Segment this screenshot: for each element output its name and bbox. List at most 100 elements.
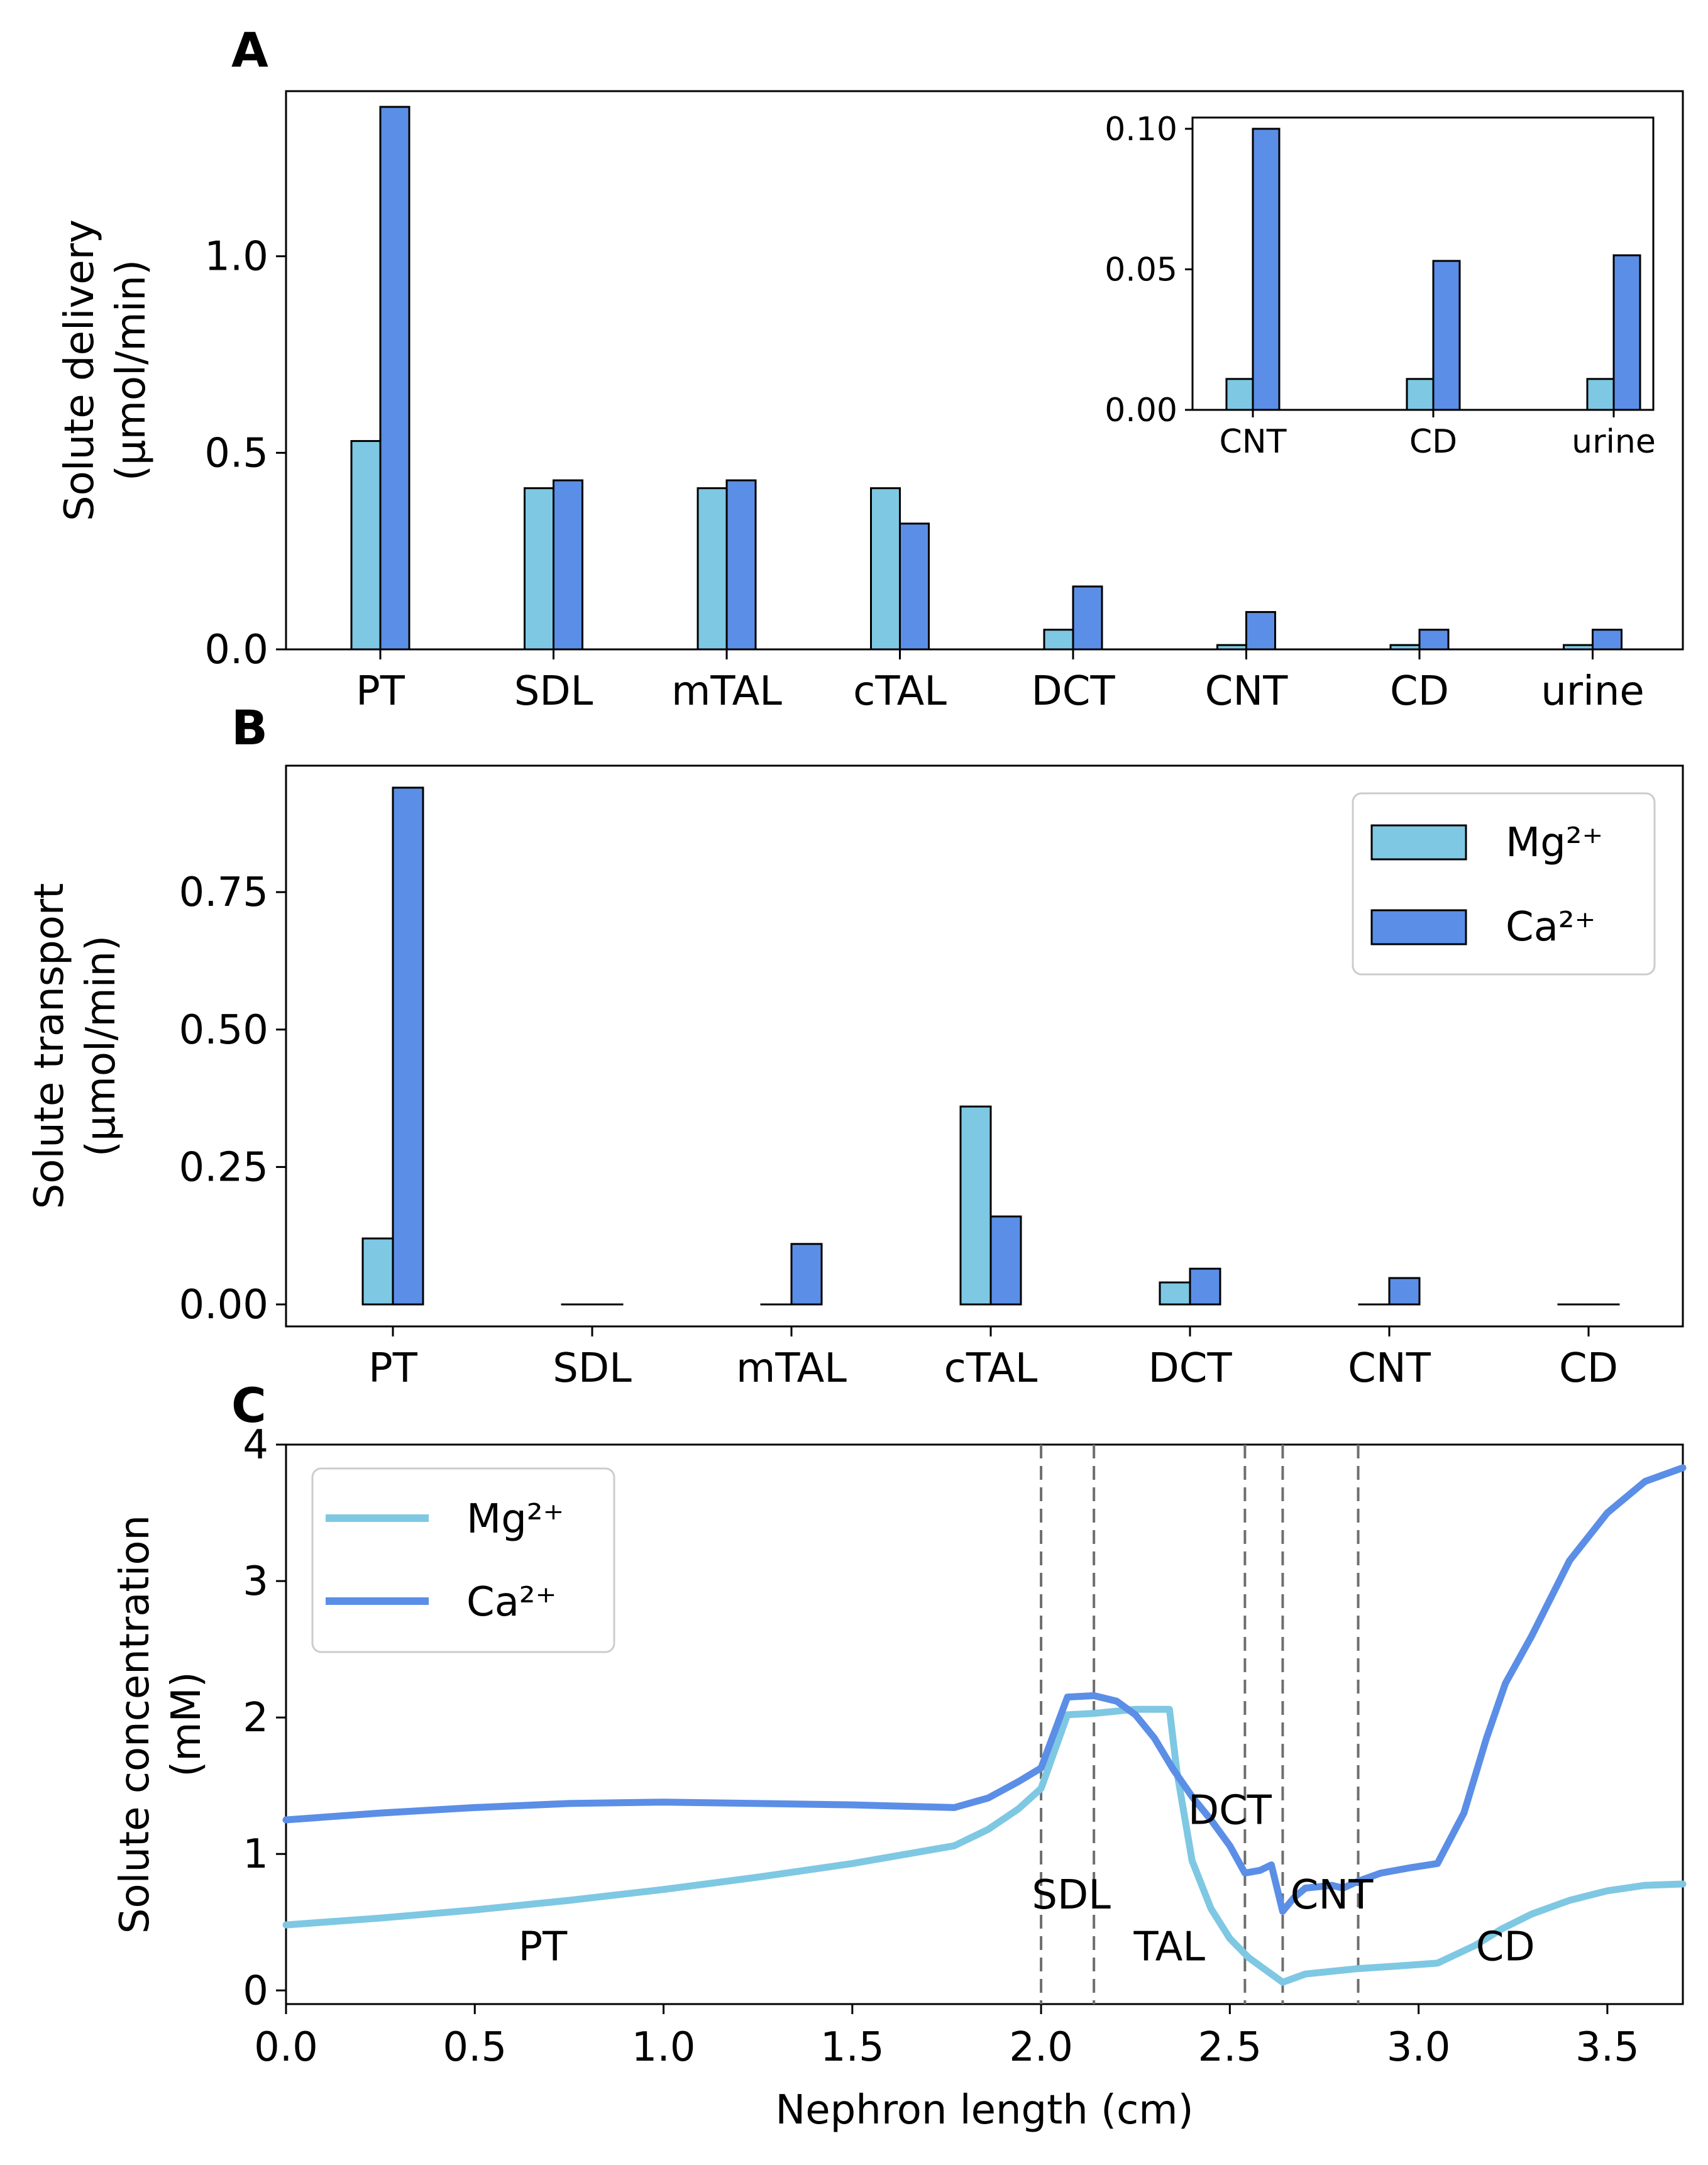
bar-mg-pt — [361, 1237, 394, 1306]
bar-ca-cnt — [1245, 611, 1276, 651]
x-tick-label-pt: PT — [368, 1345, 418, 1392]
inset-bars — [1225, 128, 1641, 411]
y-tick-label: 4 — [243, 1422, 268, 1468]
y-tick-label: 0.75 — [179, 869, 269, 916]
x-tick-label: 2.0 — [1009, 2024, 1073, 2071]
bar-ca-ctal — [989, 1215, 1022, 1306]
panel-a-ylabel-line1: Solute delivery — [57, 219, 103, 521]
inset-x-ticks: CNT CD urine — [1220, 410, 1656, 461]
segment-labels: PT SDL TAL DCT CNT CD — [519, 1787, 1535, 1970]
y-tick-label: 0.50 — [179, 1007, 269, 1054]
legend-label-ca: Ca²⁺ — [466, 1579, 556, 1626]
legend-box — [311, 1467, 615, 1653]
bar-ca-mtal — [725, 479, 757, 651]
bar-mg-dct — [1159, 1281, 1191, 1306]
bar-ca-dct — [1072, 585, 1103, 651]
x-tick-label: 3.5 — [1575, 2024, 1639, 2071]
bar-mg-dct — [1043, 629, 1074, 651]
panel-c-legend: Mg²⁺ Ca²⁺ — [311, 1467, 615, 1653]
legend-label-mg: Mg²⁺ — [1506, 820, 1603, 866]
legend-swatch-ca — [1370, 909, 1467, 945]
bar-mg-pt — [350, 440, 382, 651]
x-tick-label-cd: CD — [1559, 1345, 1618, 1392]
y-tick-label: 0.00 — [1105, 392, 1177, 429]
x-tick-label-sdl: SDL — [553, 1345, 632, 1392]
segment-label-cnt: CNT — [1291, 1872, 1374, 1919]
panel-a-frame — [285, 90, 1684, 651]
panel-letter-a: A — [231, 22, 268, 78]
panel-letter-b: B — [231, 700, 268, 756]
panel-c-frame — [285, 1443, 1684, 2005]
y-tick-label: 3 — [243, 1558, 268, 1605]
segment-label-pt: PT — [519, 1924, 568, 1971]
panel-c-xlabel: Nephron length (cm) — [775, 2087, 1193, 2134]
bar-mg-urine — [1586, 378, 1615, 411]
x-tick-label-cd: CD — [1390, 668, 1449, 715]
bar-ca-ctal — [899, 522, 930, 651]
legend-label-ca: Ca²⁺ — [1506, 904, 1595, 950]
panel-b-bars — [361, 786, 1620, 1306]
panel-c-lines — [282, 1464, 1687, 1986]
bar-mg-cd — [1406, 378, 1435, 411]
panel-a-y-ticks: 0.0 0.5 1.0 — [204, 234, 286, 673]
y-tick-label: 0 — [243, 1968, 268, 2014]
bar-ca-mtal — [790, 1243, 823, 1306]
panel-a-bars — [350, 106, 1623, 651]
panel-b-y-ticks: 0.00 0.25 0.50 0.75 — [179, 869, 286, 1328]
segment-label-cd: CD — [1476, 1924, 1535, 1971]
panel-c-ylabel-line1: Solute concentration — [112, 1515, 158, 1934]
y-tick-label: 0.0 — [204, 627, 268, 673]
panel-b-ylabel-line1: Solute transport — [26, 883, 73, 1209]
bar-ca-pt — [379, 106, 410, 651]
x-tick-label: 1.5 — [820, 2024, 884, 2071]
panel-c-y-ticks: 0 1 2 3 4 — [243, 1422, 286, 2014]
x-tick-label-urine: urine — [1541, 668, 1645, 715]
bar-ca-cnt — [1252, 128, 1281, 411]
x-tick-label-urine: urine — [1572, 423, 1656, 461]
bar-ca-dct — [1189, 1267, 1221, 1306]
legend-box — [1352, 792, 1656, 976]
line-mg — [282, 1705, 1687, 1986]
x-tick-label-sdl: SDL — [514, 668, 593, 715]
x-tick-label-cnt: CNT — [1348, 1345, 1431, 1392]
panel-b-x-ticks: PT SDL mTAL cTAL DCT CNT CD — [368, 1326, 1618, 1392]
panel-b-transport-chart: 0.00 0.25 0.50 0.75 PT SDL mTAL cTAL DCT CNT CD S… — [26, 764, 1684, 1392]
x-tick-label: 1.0 — [632, 2024, 696, 2071]
x-tick-label: 0.5 — [443, 2024, 507, 2071]
segment-label-sdl: SDL — [1032, 1872, 1111, 1919]
bar-mg-mtal — [697, 487, 728, 651]
bar-ca-pt — [392, 786, 424, 1306]
y-tick-label: 1 — [243, 1831, 268, 1878]
legend-swatch-mg — [1370, 824, 1467, 861]
segment-label-tal: TAL — [1133, 1924, 1205, 1971]
inset-y-ticks: 0.00 0.05 0.10 — [1105, 111, 1193, 429]
panel-b-legend: Mg²⁺ Ca²⁺ — [1352, 792, 1656, 976]
x-tick-label-dct: DCT — [1148, 1345, 1232, 1392]
panel-c-x-ticks: 0.0 0.5 1.0 1.5 2.0 2.5 3.0 3.5 — [254, 2004, 1639, 2071]
y-tick-label: 0.10 — [1105, 111, 1177, 148]
x-tick-label-cd: CD — [1409, 423, 1457, 461]
bar-ca-cd — [1418, 629, 1450, 651]
x-tick-label: 0.0 — [254, 2024, 318, 2071]
panel-b-ylabel-line2: (μmol/min) — [78, 935, 124, 1157]
bar-mg-ctal — [870, 487, 901, 651]
bar-mg-sdl — [524, 487, 554, 651]
panel-a-x-ticks: PT SDL mTAL cTAL DCT CNT CD urine — [356, 649, 1645, 715]
bar-mg-cnt — [1216, 644, 1247, 651]
panel-c-concentration-chart: PT SDL TAL DCT CNT CD 0 1 2 3 4 0.0 0.5 1.0 1.5 2.0 2.… — [112, 1422, 1687, 2134]
panel-letter-c: C — [231, 1377, 267, 1433]
segment-boundaries — [1040, 1445, 1360, 2004]
x-tick-label-ctal: cTAL — [944, 1345, 1038, 1392]
segment-label-dct: DCT — [1188, 1787, 1272, 1834]
bar-mg-cd — [1389, 644, 1421, 651]
panel-c-ylabel-line2: (mM) — [163, 1672, 210, 1777]
legend-label-mg: Mg²⁺ — [466, 1496, 564, 1543]
x-tick-label: 2.5 — [1198, 2024, 1262, 2071]
x-tick-label-cnt: CNT — [1220, 423, 1287, 461]
bar-mg-ctal — [959, 1105, 992, 1306]
bar-ca-urine — [1612, 254, 1641, 411]
line-ca — [282, 1464, 1687, 1915]
y-tick-label: 0.05 — [1105, 251, 1177, 289]
panel-a-ylabel-line2: (μmol/min) — [108, 260, 155, 481]
